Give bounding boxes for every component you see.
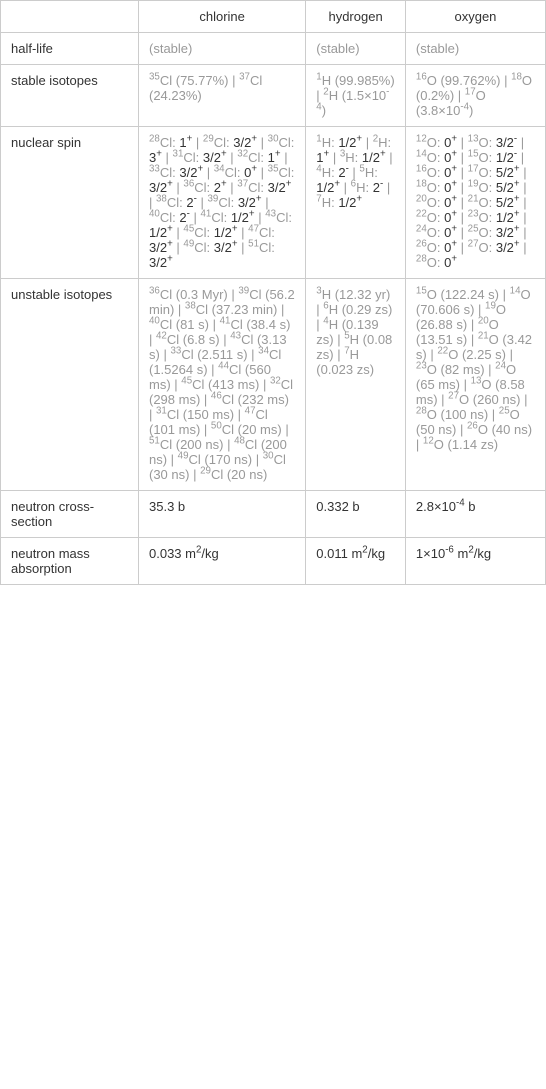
cross-oxygen: 2.8×10-4 b — [405, 491, 545, 538]
row-neutron-cross: neutron cross-section 35.3 b 0.332 b 2.8… — [1, 491, 546, 538]
row-nuclear-spin: nuclear spin 28Cl: 1+ | 29Cl: 3/2+ | 30C… — [1, 127, 546, 279]
row-label: neutron mass absorption — [1, 538, 139, 585]
row-label: unstable isotopes — [1, 279, 139, 491]
halflife-hydrogen: (stable) — [306, 33, 406, 65]
row-label: neutron cross-section — [1, 491, 139, 538]
unstable-chlorine: 36Cl (0.3 Myr) | 39Cl (56.2 min) | 38Cl … — [139, 279, 306, 491]
row-label: stable isotopes — [1, 65, 139, 127]
row-neutron-mass: neutron mass absorption 0.033 m2/kg 0.01… — [1, 538, 546, 585]
halflife-chlorine: (stable) — [139, 33, 306, 65]
col-chlorine: chlorine — [139, 1, 306, 33]
header-row: chlorine hydrogen oxygen — [1, 1, 546, 33]
unstable-hydrogen: 3H (12.32 yr) | 6H (0.29 zs) | 4H (0.139… — [306, 279, 406, 491]
row-unstable-isotopes: unstable isotopes 36Cl (0.3 Myr) | 39Cl … — [1, 279, 546, 491]
row-label: nuclear spin — [1, 127, 139, 279]
stable-chlorine: 35Cl (75.77%) | 37Cl (24.23%) — [139, 65, 306, 127]
cross-chlorine: 35.3 b — [139, 491, 306, 538]
unstable-oxygen: 15O (122.24 s) | 14O (70.606 s) | 19O (2… — [405, 279, 545, 491]
spin-hydrogen: 1H: 1/2+ | 2H: 1+ | 3H: 1/2+ | 4H: 2- | … — [306, 127, 406, 279]
halflife-oxygen: (stable) — [405, 33, 545, 65]
mass-chlorine: 0.033 m2/kg — [139, 538, 306, 585]
stable-oxygen: 16O (99.762%) | 18O (0.2%) | 17O (3.8×10… — [405, 65, 545, 127]
mass-hydrogen: 0.011 m2/kg — [306, 538, 406, 585]
col-oxygen: oxygen — [405, 1, 545, 33]
row-halflife: half-life (stable) (stable) (stable) — [1, 33, 546, 65]
col-hydrogen: hydrogen — [306, 1, 406, 33]
cross-hydrogen: 0.332 b — [306, 491, 406, 538]
spin-oxygen: 12O: 0+ | 13O: 3/2- | 14O: 0+ | 15O: 1/2… — [405, 127, 545, 279]
row-label: half-life — [1, 33, 139, 65]
row-stable-isotopes: stable isotopes 35Cl (75.77%) | 37Cl (24… — [1, 65, 546, 127]
corner-cell — [1, 1, 139, 33]
isotope-table: chlorine hydrogen oxygen half-life (stab… — [0, 0, 546, 585]
stable-hydrogen: 1H (99.985%) | 2H (1.5×10-4) — [306, 65, 406, 127]
mass-oxygen: 1×10-6 m2/kg — [405, 538, 545, 585]
spin-chlorine: 28Cl: 1+ | 29Cl: 3/2+ | 30Cl: 3+ | 31Cl:… — [139, 127, 306, 279]
